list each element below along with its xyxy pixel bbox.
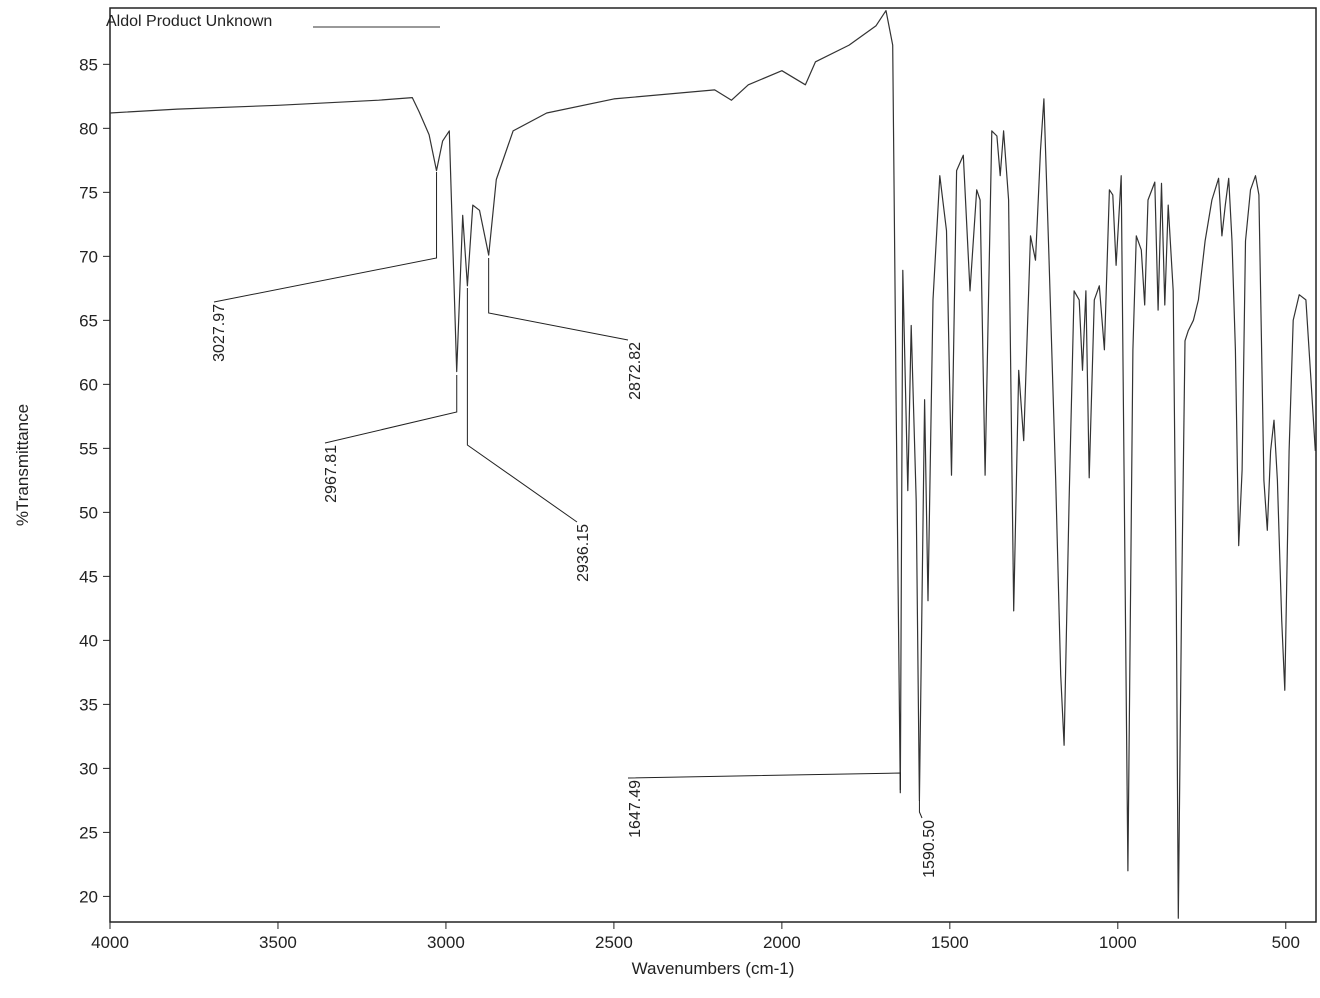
x-tick-label: 3000 [427,933,465,952]
x-tick-label: 500 [1272,933,1300,952]
y-tick-label: 20 [79,887,98,906]
y-tick-label: 30 [79,759,98,778]
y-tick-label: 35 [79,695,98,714]
x-tick-label: 1500 [931,933,969,952]
y-tick-label: 55 [79,439,98,458]
x-axis-title: Wavenumbers (cm-1) [632,959,795,978]
peak-label: 3027.97 [211,304,228,362]
x-tick-label: 2000 [763,933,801,952]
y-tick-label: 45 [79,567,98,586]
leader-line [488,258,629,341]
leader-line [324,375,458,444]
peak-label: 2872.82 [627,342,644,400]
peak-label: 2967.81 [323,445,340,503]
x-tick-label: 1000 [1099,933,1137,952]
y-tick-label: 80 [79,119,98,138]
y-tick-label: 70 [79,247,98,266]
leader-line [466,288,578,523]
spectrum-line [109,10,1316,919]
y-tick-label: 40 [79,631,98,650]
x-tick-label: 4000 [91,933,129,952]
y-tick-label: 65 [79,311,98,330]
y-tick-label: 50 [79,503,98,522]
y-axis-title: %Transmittance [13,404,32,526]
x-tick-label: 2500 [595,933,633,952]
leader-line [213,172,438,303]
y-tick-label: 75 [79,183,98,202]
y-tick-label: 60 [79,375,98,394]
x-tick-label: 3500 [259,933,297,952]
leader-line [918,800,923,819]
plot-frame [109,7,1317,923]
chart-title: Aldol Product Unknown [106,13,272,30]
y-tick-label: 85 [79,55,98,74]
peak-label: 2936.15 [575,524,592,582]
leader-line [627,772,901,790]
peak-label: 1647.49 [627,780,644,838]
peak-label: 1590.50 [921,820,938,878]
y-tick-label: 25 [79,823,98,842]
